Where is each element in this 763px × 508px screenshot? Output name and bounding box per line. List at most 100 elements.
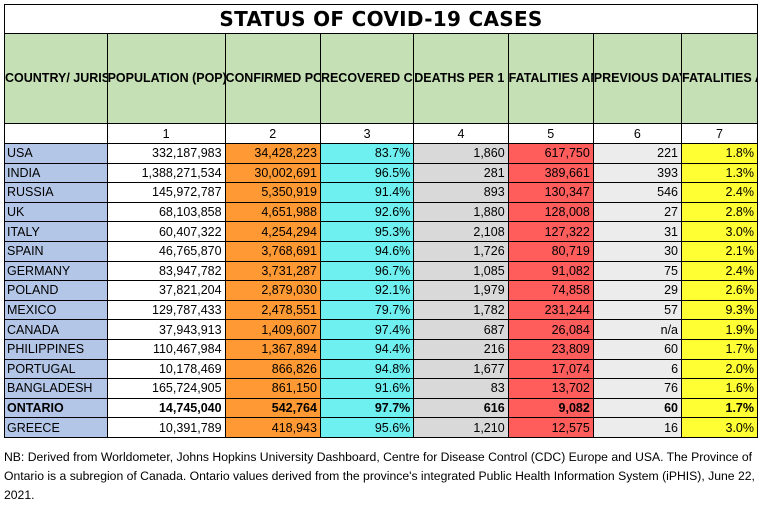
table-row: INDIA 1,388,271,534 30,002,691 96.5% 281 389,… [4,162,758,184]
population-cell: 1,388,271,534 [106,162,226,184]
column-number: 2 [224,123,321,144]
header-previous-day: PREVIOUS DAY FATALITIES [592,33,683,124]
population-cell: 14,745,040 [106,397,226,419]
confirmed-cell: 3,731,287 [224,260,321,282]
country-cell: USA [4,143,108,164]
confirmed-cell: 2,478,551 [224,299,321,321]
column-number: 6 [592,123,683,144]
previous-day-fatalities-cell: 27 [592,201,683,223]
header-fatalities: FATALITIES AMONG CP [507,33,594,124]
previous-day-fatalities-cell: 60 [592,397,683,419]
recovered-pct-cell: 91.4% [319,182,415,203]
population-cell: 332,187,983 [106,143,226,164]
column-number-row: 1 2 3 4 5 6 7 [4,123,758,144]
recovered-pct-cell: 97.7% [319,397,415,419]
recovered-pct-cell: 94.4% [319,338,415,360]
source-note: NB: Derived from Worldometer, Johns Hopk… [4,450,755,502]
country-cell: MEXICO [4,299,108,321]
fatalities-cell: 127,322 [507,221,594,242]
fatality-pct-cell: 2.6% [681,280,758,301]
country-cell: GREECE [4,417,108,438]
previous-day-fatalities-cell: 30 [592,240,683,262]
population-cell: 10,178,469 [106,358,226,380]
header-fatality-pct: FATALITIES AS % OF CP [681,33,758,124]
confirmed-cell: 1,367,894 [224,338,321,360]
recovered-pct-cell: 97.4% [319,319,415,340]
table-row: SPAIN 46,765,870 3,768,691 94.6% 1,726 80,719… [4,240,758,262]
deaths-per-million-cell: 1,210 [413,417,509,438]
previous-day-fatalities-cell: 393 [592,162,683,184]
fatalities-cell: 80,719 [507,240,594,262]
covid-status-table: STATUS OF COVID-19 CASES COUNTRY/ JURISD… [4,4,758,438]
confirmed-cell: 418,943 [224,417,321,438]
fatality-pct-cell: 2.4% [681,260,758,282]
table-body: USA 332,187,983 34,428,223 83.7% 1,860 617,75… [4,143,758,438]
fatalities-cell: 13,702 [507,378,594,399]
table-row: ONTARIO 14,745,040 542,764 97.7% 616 9,082 60 1… [4,397,758,419]
fatality-pct-cell: 3.0% [681,221,758,242]
confirmed-cell: 34,428,223 [224,143,321,164]
column-number: 4 [413,123,509,144]
deaths-per-million-cell: 83 [413,378,509,399]
fatality-pct-cell: 2.0% [681,358,758,380]
recovered-pct-cell: 94.8% [319,358,415,380]
deaths-per-million-cell: 893 [413,182,509,203]
fatality-pct-cell: 1.7% [681,338,758,360]
population-cell: 110,467,984 [106,338,226,360]
population-cell: 129,787,433 [106,299,226,321]
column-number: 7 [681,123,758,144]
deaths-per-million-cell: 687 [413,319,509,340]
population-cell: 46,765,870 [106,240,226,262]
population-cell: 83,947,782 [106,260,226,282]
confirmed-cell: 4,254,294 [224,221,321,242]
previous-day-fatalities-cell: n/a [592,319,683,340]
population-cell: 60,407,322 [106,221,226,242]
recovered-pct-cell: 96.5% [319,162,415,184]
country-cell: UK [4,201,108,223]
country-cell: CANADA [4,319,108,340]
deaths-per-million-cell: 1,726 [413,240,509,262]
deaths-per-million-cell: 616 [413,397,509,419]
table-row: POLAND 37,821,204 2,879,030 92.1% 1,979 74,85… [4,280,758,301]
column-number: 3 [319,123,415,144]
recovered-pct-cell: 94.6% [319,240,415,262]
country-cell: ITALY [4,221,108,242]
table-row: USA 332,187,983 34,428,223 83.7% 1,860 617,75… [4,143,758,164]
previous-day-fatalities-cell: 60 [592,338,683,360]
table-row: PORTUGAL 10,178,469 866,826 94.8% 1,677 17,07… [4,358,758,380]
table-row: RUSSIA 145,972,787 5,350,919 91.4% 893 130,34… [4,182,758,203]
country-cell: ONTARIO [4,397,108,419]
deaths-per-million-cell: 1,979 [413,280,509,301]
fatalities-cell: 389,661 [507,162,594,184]
confirmed-cell: 3,768,691 [224,240,321,262]
table-row: PHILIPPINES 110,467,984 1,367,894 94.4% 216 2… [4,338,758,360]
population-cell: 165,724,905 [106,378,226,399]
deaths-per-million-cell: 1,677 [413,358,509,380]
fatalities-cell: 9,082 [507,397,594,419]
recovered-pct-cell: 95.3% [319,221,415,242]
recovered-pct-cell: 96.7% [319,260,415,282]
deaths-per-million-cell: 216 [413,338,509,360]
header-deaths-per-million: DEATHS PER 1 MILLION OF POP [413,33,509,124]
header-recovered: RECOVERED CASES AS % OF CP [319,33,415,124]
previous-day-fatalities-cell: 31 [592,221,683,242]
population-cell: 37,943,913 [106,319,226,340]
country-cell: POLAND [4,280,108,301]
deaths-per-million-cell: 281 [413,162,509,184]
previous-day-fatalities-cell: 6 [592,358,683,380]
deaths-per-million-cell: 1,782 [413,299,509,321]
previous-day-fatalities-cell: 221 [592,143,683,164]
fatalities-cell: 12,575 [507,417,594,438]
fatality-pct-cell: 1.7% [681,397,758,419]
recovered-pct-cell: 92.6% [319,201,415,223]
confirmed-cell: 2,879,030 [224,280,321,301]
recovered-pct-cell: 92.1% [319,280,415,301]
recovered-pct-cell: 83.7% [319,143,415,164]
confirmed-cell: 866,826 [224,358,321,380]
country-cell: PHILIPPINES [4,338,108,360]
confirmed-cell: 1,409,607 [224,319,321,340]
confirmed-cell: 861,150 [224,378,321,399]
fatalities-cell: 74,858 [507,280,594,301]
confirmed-cell: 4,651,988 [224,201,321,223]
covid-status-table-container: STATUS OF COVID-19 CASES COUNTRY/ JURISD… [4,4,758,438]
